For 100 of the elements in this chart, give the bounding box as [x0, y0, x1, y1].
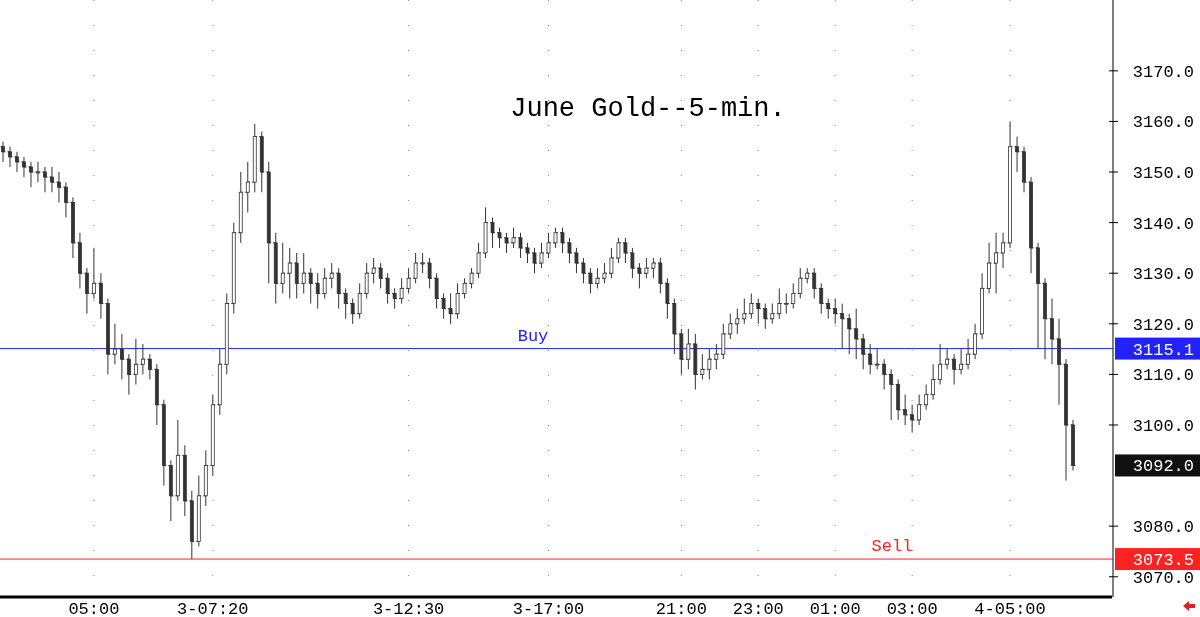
- candlestick: [679, 328, 684, 375]
- text: 3092.0: [1132, 457, 1194, 477]
- x-tick-label: 3-07:20: [177, 600, 249, 617]
- candlestick: [546, 232, 551, 259]
- candlestick: [294, 252, 299, 299]
- candlestick: [29, 161, 33, 188]
- candlestick: [133, 338, 138, 386]
- candlestick: [728, 313, 733, 340]
- candlestick: [392, 287, 397, 310]
- candlestick: [847, 313, 852, 355]
- candlestick: [182, 444, 187, 517]
- candlestick: [301, 252, 306, 294]
- candlestick: [1050, 298, 1054, 365]
- candlestick: [854, 308, 859, 360]
- candlestick: [455, 282, 460, 320]
- candlestick: [43, 166, 47, 193]
- candlestick: [777, 287, 782, 320]
- candlestick: [917, 394, 922, 426]
- candlestick: [987, 242, 991, 294]
- candlestick: [721, 323, 726, 360]
- x-tick-label: 3-17:00: [512, 600, 585, 617]
- candlestick: [217, 348, 222, 416]
- candlestick: [588, 267, 593, 294]
- y-tick-label: 3070.0: [1132, 568, 1194, 588]
- candlestick: [644, 257, 649, 279]
- candlestick: [861, 333, 866, 370]
- candlestick: [651, 257, 656, 279]
- candlestick: [238, 171, 243, 244]
- candlestick: [819, 282, 824, 315]
- candlestick: [735, 308, 740, 335]
- x-tick-label: 23:00: [732, 600, 784, 617]
- candlestick: [938, 343, 943, 386]
- candlestick: [476, 242, 481, 279]
- candlestick: [714, 343, 719, 370]
- candlestick: [175, 419, 180, 502]
- candlestick: [210, 394, 215, 477]
- candlestick: [343, 287, 348, 320]
- candlestick: [805, 267, 810, 284]
- candlestick: [322, 267, 327, 299]
- candlestick: [903, 394, 908, 426]
- candlestick: [371, 257, 376, 284]
- candlestick: [99, 272, 103, 320]
- y-tick-label: 3120.0: [1132, 315, 1194, 335]
- candlestick: [749, 292, 754, 320]
- candlestick: [595, 267, 600, 289]
- candlestick: [280, 242, 285, 294]
- candlestick: [518, 232, 523, 259]
- candlestick: [224, 292, 229, 375]
- candlestick: [602, 262, 607, 284]
- candlestick: [273, 232, 278, 305]
- text: 3115.1: [1132, 340, 1194, 360]
- text: June Gold--5-min.: [510, 94, 786, 124]
- candlestick: [994, 232, 998, 294]
- candlestick: [259, 131, 264, 193]
- candlestick: [945, 348, 950, 370]
- candlestick: [868, 343, 873, 375]
- candlestick: [15, 151, 19, 173]
- candlestick: [1008, 120, 1012, 249]
- candlestick: [497, 227, 502, 249]
- candlestick: [560, 227, 565, 254]
- candlestick: [308, 267, 313, 305]
- ref-line-label: Sell: [871, 537, 913, 557]
- candlestick: [92, 247, 96, 299]
- candlestick: [490, 217, 495, 249]
- candlestick: [113, 323, 117, 365]
- y-tick-label: 3170.0: [1132, 62, 1194, 82]
- candlestick: [1057, 318, 1061, 406]
- y-tick-label: 3080.0: [1132, 518, 1194, 538]
- candlestick: [483, 206, 488, 259]
- candlestick: [1043, 277, 1047, 360]
- candlestick: [658, 257, 663, 294]
- candlestick: [1, 141, 5, 163]
- candlestick: [882, 358, 887, 391]
- x-tick-label: 21:00: [655, 600, 707, 617]
- candlestick: [168, 459, 173, 522]
- candlestick: [1015, 136, 1019, 173]
- candlestick: [57, 171, 61, 203]
- x-tick-label: 03:00: [886, 600, 938, 617]
- candlestick: [287, 247, 292, 299]
- candlestick: [511, 227, 516, 249]
- candlestick: [245, 161, 250, 213]
- candlestick: [357, 282, 362, 320]
- candlestick: [924, 384, 929, 411]
- candlestick: [126, 353, 131, 396]
- candlestick: [406, 267, 411, 294]
- candlestick: [336, 267, 341, 310]
- y-tick-label: 3140.0: [1132, 214, 1194, 234]
- candlestick: [553, 227, 558, 249]
- candlestick: [1029, 176, 1033, 274]
- candlestick: [574, 247, 579, 274]
- candlestick: [630, 247, 635, 279]
- candlestick: [833, 298, 838, 325]
- candlestick: [203, 449, 208, 507]
- ref-line-label: Buy: [517, 326, 549, 346]
- candlestick: [434, 272, 439, 310]
- candlestick: [350, 298, 355, 325]
- candlestick: [161, 399, 166, 487]
- candlestick: [1001, 232, 1005, 269]
- candlestick: [693, 333, 698, 391]
- candlestick: [581, 257, 586, 284]
